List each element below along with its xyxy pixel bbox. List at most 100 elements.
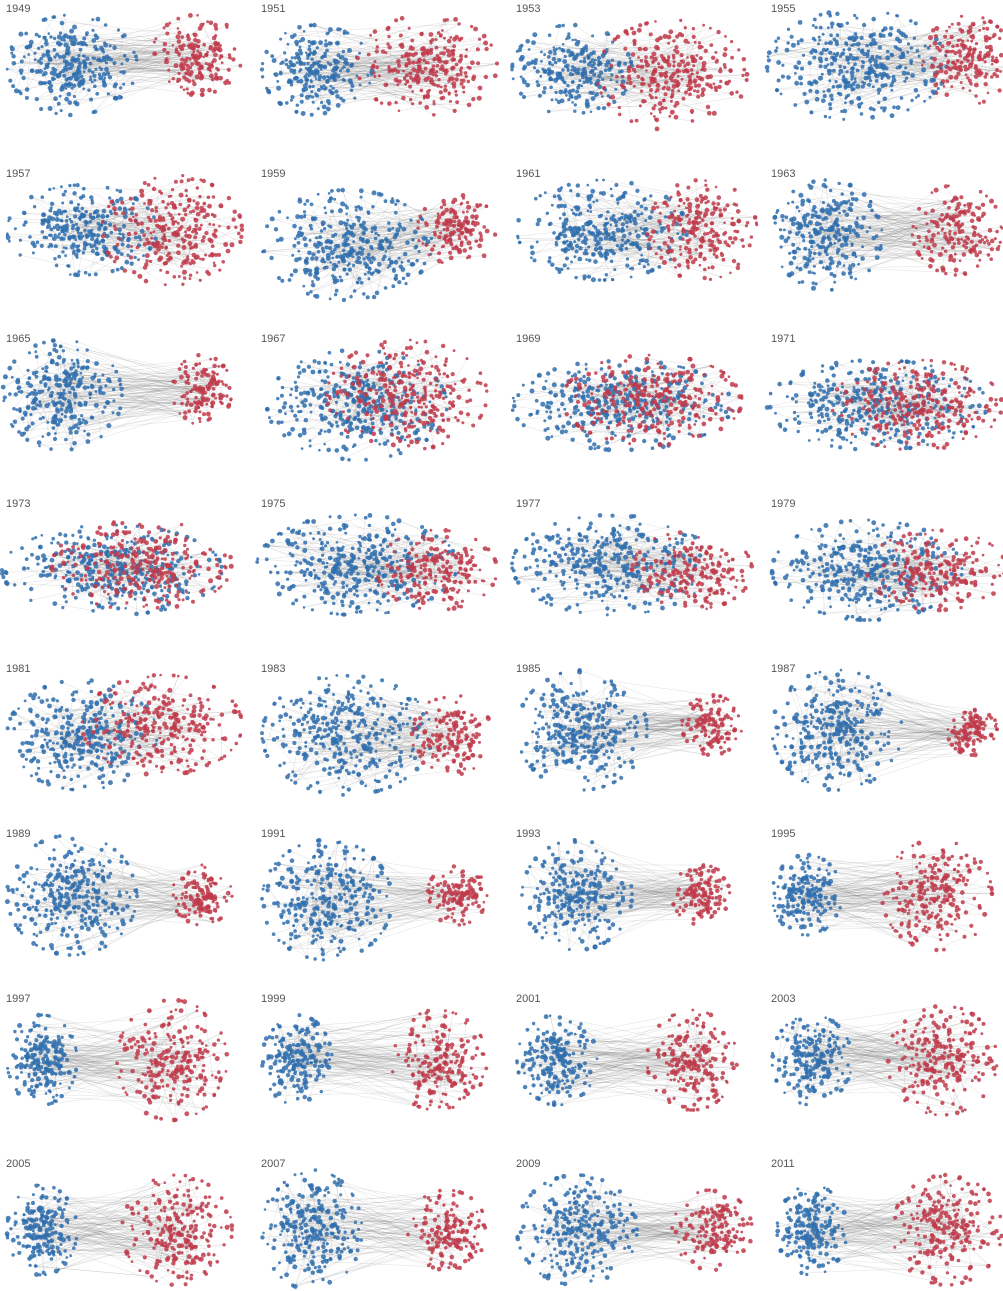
node — [85, 33, 88, 37]
node — [59, 109, 63, 113]
node — [945, 29, 949, 33]
node — [302, 284, 306, 288]
node — [637, 56, 640, 59]
node — [438, 90, 443, 95]
node — [618, 246, 623, 251]
node — [436, 31, 441, 35]
node — [115, 188, 119, 192]
node — [64, 437, 68, 442]
node — [49, 447, 53, 451]
node — [714, 50, 718, 54]
node — [466, 200, 470, 205]
node — [40, 81, 45, 85]
node — [651, 106, 656, 111]
node — [567, 243, 572, 248]
node — [942, 200, 947, 205]
node — [833, 280, 837, 284]
node — [689, 54, 695, 60]
node — [741, 57, 746, 62]
node — [146, 240, 152, 246]
node — [195, 186, 199, 190]
node — [453, 17, 458, 22]
node — [196, 49, 200, 53]
node — [175, 34, 181, 40]
node — [808, 88, 813, 93]
node — [343, 446, 349, 452]
node — [798, 75, 803, 81]
node — [108, 44, 112, 48]
node — [81, 365, 86, 370]
node — [186, 206, 189, 209]
node — [196, 39, 201, 44]
node — [945, 212, 949, 217]
node — [716, 202, 721, 206]
node — [723, 65, 727, 70]
node — [370, 230, 374, 234]
node — [188, 13, 193, 18]
node — [32, 205, 37, 209]
node — [948, 258, 952, 262]
node — [68, 217, 72, 221]
node — [977, 217, 982, 222]
node — [191, 46, 196, 51]
node — [923, 99, 926, 103]
node — [311, 95, 315, 99]
node — [122, 82, 126, 86]
node — [210, 244, 215, 248]
node — [410, 38, 415, 43]
node — [23, 211, 27, 215]
node — [964, 73, 968, 77]
node — [912, 36, 917, 40]
node — [113, 224, 117, 228]
node — [215, 66, 219, 70]
node — [548, 50, 553, 55]
node — [163, 261, 169, 266]
node — [927, 247, 931, 250]
node — [429, 41, 433, 45]
node — [587, 220, 593, 225]
node — [416, 226, 420, 230]
node — [346, 218, 350, 222]
node — [644, 258, 649, 264]
node — [320, 406, 325, 411]
node — [99, 224, 103, 228]
node — [600, 53, 606, 59]
node — [43, 384, 47, 388]
node — [109, 199, 115, 205]
node — [184, 212, 188, 217]
node — [915, 250, 921, 255]
node — [870, 208, 874, 213]
node — [867, 203, 873, 209]
node — [91, 38, 96, 43]
node — [850, 74, 855, 79]
node — [635, 188, 640, 193]
node — [399, 42, 404, 47]
node — [611, 40, 615, 44]
node — [553, 60, 558, 65]
node — [264, 49, 269, 55]
node — [957, 241, 961, 245]
node — [64, 228, 69, 233]
node — [552, 46, 556, 49]
node — [623, 88, 628, 93]
node — [819, 51, 824, 56]
node — [171, 188, 175, 192]
node — [685, 259, 690, 265]
node — [139, 221, 144, 226]
node — [796, 60, 802, 65]
node — [470, 24, 474, 29]
node — [685, 61, 691, 67]
node — [182, 88, 186, 91]
node — [658, 108, 662, 112]
node — [449, 242, 454, 247]
node — [381, 257, 386, 262]
node — [836, 91, 841, 95]
node — [431, 71, 437, 77]
node — [838, 211, 841, 215]
node — [548, 76, 553, 80]
node — [530, 250, 535, 256]
node — [683, 246, 689, 251]
node — [983, 241, 987, 245]
node — [997, 88, 1002, 93]
node — [27, 44, 33, 49]
